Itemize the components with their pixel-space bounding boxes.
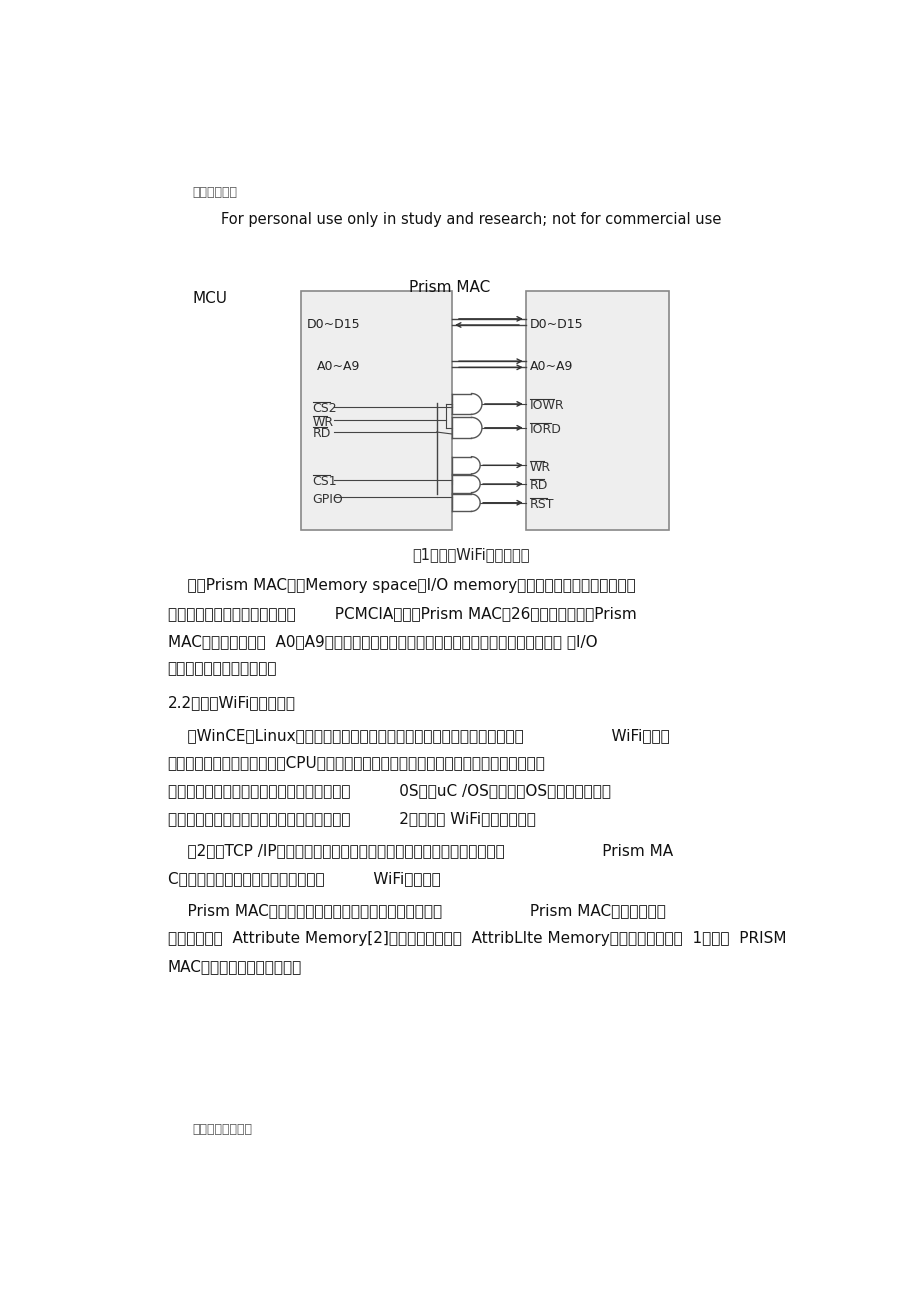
Text: IOWR: IOWR [529,399,563,412]
Text: MAC仅仅需要地址线  A0～A9，其他地址线全部接地。对于总线不开放的处理器，可以使 用I/O: MAC仅仅需要地址线 A0～A9，其他地址线全部接地。对于总线不开放的处理器，可… [167,633,596,649]
Text: 由于Prism MAC包括Memory space和I/O memory两个空间，所以需要两个片选: 由于Prism MAC包括Memory space和I/O memory两个空间… [167,579,635,593]
Text: RST: RST [529,498,553,511]
Text: GPIO: GPIO [312,493,343,506]
Text: IORD: IORD [529,423,561,437]
Text: Prism MAC提供给用户一组寄存器，通过这些寄存器和                  Prism MAC进行通信。这: Prism MAC提供给用户一组寄存器，通过这些寄存器和 Prism MAC进行… [167,903,664,919]
Text: RD: RD [312,427,331,440]
Text: MCU: MCU [192,291,227,306]
Text: CS1: CS1 [312,476,337,489]
Text: 口线模拟的方式进行读写。: 口线模拟的方式进行读写。 [167,662,277,676]
Text: 在WinCE、Linux等操作系统环境下，可以使用厂家提供的设备驱动来使用                  WiFi网卡。: 在WinCE、Linux等操作系统环境下，可以使用厂家提供的设备驱动来使用 Wi… [167,727,669,743]
Text: D0~D15: D0~D15 [529,318,583,331]
Text: 这时就需要对整个软件协议作适当的裁减。图          2是嵌入式 WiFi的软件结构。: 这时就需要对整个软件协议作适当的裁减。图 2是嵌入式 WiFi的软件结构。 [167,810,535,826]
Text: WR: WR [312,416,334,429]
Text: A0~A9: A0~A9 [529,361,573,374]
Text: 些寄存器位于  Attribute Memory[2]空间中，可以使用  AttribLIte Memory地址直接访问。表  1列出了  PRISM: 些寄存器位于 Attribute Memory[2]空间中，可以使用 Attri… [167,930,786,946]
Text: MAC的常用寄存器及其定义。: MAC的常用寄存器及其定义。 [167,959,301,973]
Text: 仅供个人参考: 仅供个人参考 [192,185,237,198]
Text: C为例，介绍无线网络驱动，即嵌入式          WiFi的驱动。: C为例，介绍无线网络驱动，即嵌入式 WiFi的驱动。 [167,870,440,886]
Text: 用，由于硬件资源的限制，很多系统都在简单          0S（如uC /OS等）或无OS的环境下运行，: 用，由于硬件资源的限制，很多系统都在简单 0S（如uC /OS等）或无OS的环境… [167,783,610,799]
Text: RD: RD [529,480,548,493]
Text: A0~A9: A0~A9 [316,361,359,374]
Text: WR: WR [529,461,550,473]
Text: 这种系统一般对硬件资源（如CPU性能、存储器容量等）有较高的要求。对于许多嵌入式应: 这种系统一般对硬件资源（如CPU性能、存储器容量等）有较高的要求。对于许多嵌入式… [167,756,545,770]
Text: CS2: CS2 [312,403,337,414]
Text: 图1嵌入式WiFi的硬件接口: 图1嵌入式WiFi的硬件接口 [413,547,529,563]
Text: 通过或门控制读写空间的选择。        PCMCIA封装的Prism MAC有26根地址线，驱动Prism: 通过或门控制读写空间的选择。 PCMCIA封装的Prism MAC有26根地址线… [167,606,636,622]
Text: For personal use only in study and research; not for commercial use: For personal use only in study and resea… [221,212,720,227]
Bar [525,291,668,530]
Text: 不得用于商业用途: 不得用于商业用途 [192,1123,252,1136]
Text: Prism MAC: Prism MAC [409,280,490,294]
Bar [301,291,451,530]
Text: D0~D15: D0~D15 [307,318,360,331]
Text: 2.2嵌入式WiFi的软件设计: 2.2嵌入式WiFi的软件设计 [167,696,295,710]
Text: 图2中，TCP /IP协议的实现在许多文章中已经有较多的讲述。这里主要以                    Prism MA: 图2中，TCP /IP协议的实现在许多文章中已经有较多的讲述。这里主要以 Pri… [167,843,672,859]
